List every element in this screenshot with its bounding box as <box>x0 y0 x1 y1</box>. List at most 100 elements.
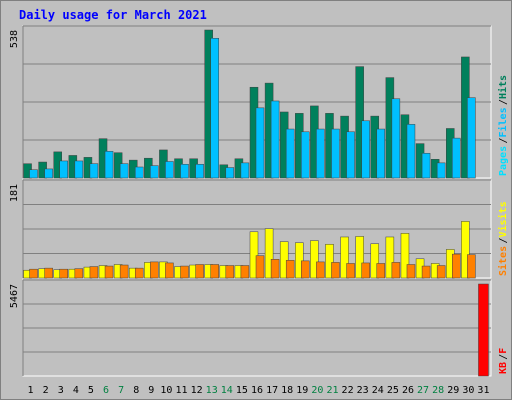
legend-entry-hits-2: Hits <box>497 75 509 99</box>
bar-hits-files-1 <box>29 169 38 179</box>
bar-visits-visits-17 <box>264 228 274 279</box>
bar-hits-files-5 <box>89 163 99 179</box>
bar-visits-sites-11 <box>180 265 189 279</box>
bar-hits-files-6 <box>104 151 114 179</box>
x-tick-label-5: 5 <box>88 385 94 396</box>
bar-hits-files-4 <box>74 160 84 179</box>
x-tick-label-6: 6 <box>103 385 109 396</box>
bar-hits-files-2 <box>44 168 53 179</box>
bar-visits-sites-8 <box>134 267 144 279</box>
bar-visits-sites-24 <box>376 263 386 279</box>
bar-visits-visits-22 <box>340 236 349 279</box>
bar-hits-files-3 <box>59 160 68 179</box>
bar-hits-files-29 <box>452 137 461 179</box>
bar-visits-sites-29 <box>452 253 461 279</box>
bar-hits-files-12 <box>195 163 204 179</box>
bar-visits-sites-13 <box>210 264 219 279</box>
x-tick-label-21: 21 <box>326 385 338 396</box>
x-tick-label-12: 12 <box>191 385 203 396</box>
bar-hits-files-17 <box>270 100 280 179</box>
bar-visits-sites-5 <box>89 266 99 279</box>
bar-visits-visits-19 <box>295 242 304 279</box>
bar-hits-files-7 <box>119 163 129 179</box>
bar-visits-sites-21 <box>331 262 340 279</box>
bar-visits-sites-3 <box>59 268 68 279</box>
bar-hits-files-28 <box>436 162 446 179</box>
x-tick-label-31: 31 <box>477 385 489 396</box>
bar-hits-files-9 <box>150 165 159 179</box>
x-tick-label-2: 2 <box>43 385 49 396</box>
bar-visits-sites-6 <box>104 265 114 279</box>
legend-entry-visits-1: Visits <box>497 201 509 237</box>
legend-separator-hits-0: / <box>498 137 509 143</box>
bar-hits-files-10 <box>165 161 174 179</box>
x-tick-label-26: 26 <box>402 385 414 396</box>
bar-visits-sites-27 <box>421 265 431 279</box>
bar-visits-sites-14 <box>225 265 235 279</box>
bar-visits-sites-26 <box>406 264 416 279</box>
x-tick-label-24: 24 <box>372 385 384 396</box>
x-tick-label-4: 4 <box>73 385 79 396</box>
bar-visits-sites-9 <box>150 261 159 279</box>
bar-hits-files-30 <box>467 97 476 179</box>
x-tick-label-9: 9 <box>148 385 154 396</box>
bar-visits-visits-30 <box>461 221 470 279</box>
x-tick-label-27: 27 <box>417 385 429 396</box>
bar-hits-files-13 <box>210 38 219 179</box>
legend-entry-kbytes-1: F <box>498 348 509 354</box>
bar-hits-files-11 <box>180 163 189 179</box>
legend-kbytes: KB /F <box>498 348 509 374</box>
bar-visits-sites-30 <box>467 254 476 279</box>
bar-hits-files-21 <box>331 128 340 179</box>
bar-visits-sites-15 <box>240 265 250 279</box>
x-tick-label-16: 16 <box>251 385 263 396</box>
x-tick-label-28: 28 <box>432 385 444 396</box>
bar-hits-files-23 <box>361 120 370 179</box>
bar-visits-visits-16 <box>249 231 259 279</box>
legend-separator-hits-1: / <box>498 99 509 105</box>
x-tick-label-11: 11 <box>175 385 187 396</box>
bar-visits-sites-22 <box>346 263 355 279</box>
bar-hits-files-24 <box>376 128 386 179</box>
bar-hits-files-26 <box>406 124 416 179</box>
x-axis: 1 2 3 4 5 6 7 8 9 10 11 12 13 14 15 16 17 18 19 20 21 22 23 24 2… <box>28 385 490 396</box>
x-tick-label-29: 29 <box>447 385 459 396</box>
bar-visits-visits-18 <box>279 241 289 279</box>
x-tick-label-3: 3 <box>58 385 64 396</box>
x-tick-label-30: 30 <box>462 385 474 396</box>
bar-kbytes-kb-f-31 <box>478 283 489 377</box>
panel-visits: 181 Sites /Visits <box>9 179 509 279</box>
x-tick-label-13: 13 <box>206 385 218 396</box>
legend-visits: Sites /Visits <box>497 201 509 276</box>
bar-visits-visits-24 <box>370 243 380 279</box>
bar-visits-sites-10 <box>165 262 174 279</box>
x-tick-label-25: 25 <box>387 385 399 396</box>
legend-separator-kbytes-0: / <box>498 354 509 360</box>
x-tick-label-8: 8 <box>133 385 139 396</box>
x-tick-label-10: 10 <box>160 385 172 396</box>
legend-entry-hits-0: Pages <box>498 146 509 176</box>
bar-hits-files-27 <box>421 152 431 179</box>
x-tick-label-22: 22 <box>342 385 354 396</box>
bar-visits-visits-23 <box>355 236 364 279</box>
bar-hits-files-19 <box>301 131 310 179</box>
x-tick-label-17: 17 <box>266 385 278 396</box>
bar-visits-sites-17 <box>270 259 280 279</box>
bar-visits-sites-20 <box>316 261 325 279</box>
bar-visits-visits-26 <box>400 233 410 279</box>
x-tick-label-1: 1 <box>28 385 34 396</box>
x-tick-label-7: 7 <box>118 385 124 396</box>
bar-visits-sites-1 <box>29 268 38 279</box>
panel-kbytes: 5467 KB /F <box>9 279 509 377</box>
bar-visits-sites-23 <box>361 262 370 279</box>
bar-hits-files-20 <box>316 128 325 179</box>
legend-hits: Pages/Files/Hits <box>497 75 509 176</box>
bar-hits-files-18 <box>285 128 295 179</box>
bar-hits-files-14 <box>225 167 235 179</box>
bar-hits-files-16 <box>255 107 265 179</box>
bar-visits-sites-19 <box>301 260 310 279</box>
bar-visits-sites-7 <box>119 264 129 279</box>
x-tick-label-19: 19 <box>296 385 308 396</box>
x-tick-label-18: 18 <box>281 385 293 396</box>
